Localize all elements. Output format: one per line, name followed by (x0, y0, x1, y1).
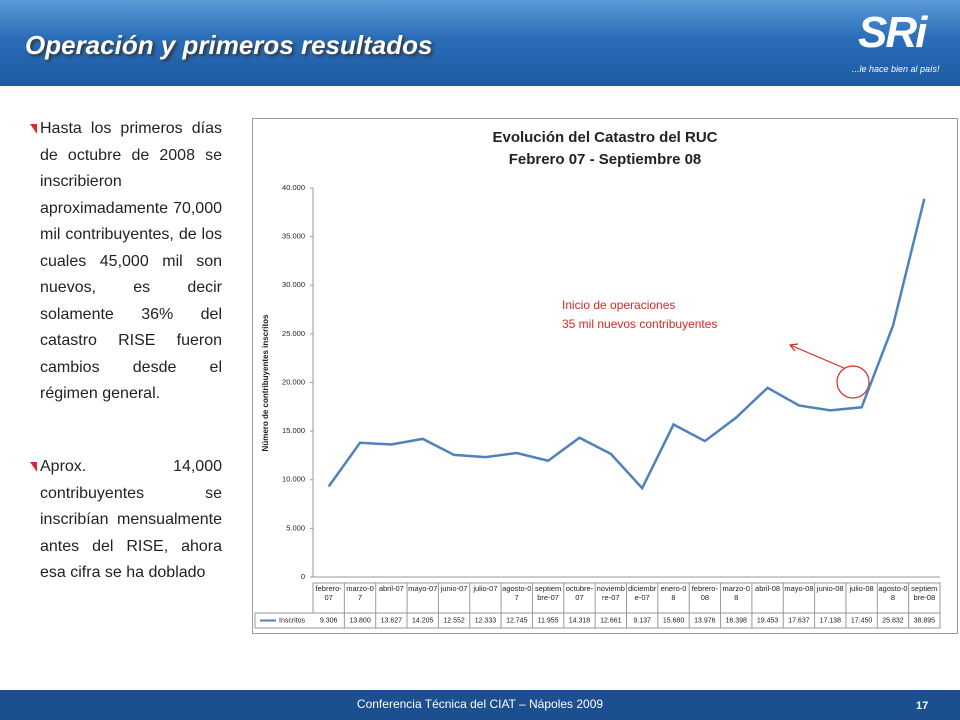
bullet-text: Aprox. 14,000 contribuyentes se inscribí… (40, 458, 222, 581)
category-cell: abril-08 (755, 584, 781, 593)
category-cell: mayo-08 (784, 584, 814, 593)
value-label: 14.318 (569, 617, 591, 624)
arrow-head (788, 343, 799, 352)
category-cell: enero-08 (660, 584, 687, 602)
chart-subtitle: Febrero 07 - Septiembre 08 (509, 151, 702, 168)
category-cell: abril-07 (378, 584, 404, 593)
value-label: 38.895 (914, 617, 936, 624)
x-tick-label: noviembre-07 (596, 584, 625, 602)
x-tick-label: marzo-07 (346, 584, 374, 602)
value-label: 9.137 (633, 617, 651, 624)
y-tick-label: 0 (301, 572, 305, 581)
chart: Evolución del Catastro del RUC Febrero 0… (252, 118, 958, 634)
value-label: 15.680 (663, 617, 685, 624)
logo: SRi (858, 8, 927, 57)
x-tick-label: julio-08 (849, 584, 874, 593)
category-cell: noviembre-07 (596, 584, 625, 602)
y-tick-label: 25.000 (282, 329, 305, 338)
value-label: 17.637 (788, 617, 810, 624)
value-label: 12.552 (443, 617, 465, 624)
category-cell: febrero-07 (315, 584, 342, 602)
x-tick-label: septiembre-08 (911, 584, 938, 602)
x-tick-label: diciembre-07 (628, 584, 657, 602)
x-tick-label: abril-08 (755, 584, 781, 593)
y-tick-label: 35.000 (282, 232, 305, 241)
value-label: 12.333 (475, 617, 497, 624)
y-tick-label: 10.000 (282, 475, 305, 484)
value-label: 13.976 (694, 617, 716, 624)
value-label: 13.627 (381, 617, 403, 624)
value-label: 11.955 (538, 617, 559, 624)
highlight-circle (836, 365, 870, 399)
x-tick-label: octubre-07 (565, 584, 594, 602)
value-label: 17.138 (820, 617, 842, 624)
footer-text: Conferencia Técnica del CIAT – Nápoles 2… (356, 697, 604, 711)
annotation-arrow (789, 344, 845, 369)
bullet-text: Hasta los primeros días de octubre de 20… (40, 120, 222, 402)
value-label: 25.832 (882, 617, 904, 624)
value-label: 19.453 (757, 617, 779, 624)
x-tick-label: enero-08 (660, 584, 687, 602)
chart-frame (252, 118, 958, 634)
legend-label: Inscritos (279, 617, 306, 624)
annotation: 35 mil nuevos contribuyentes (562, 317, 717, 331)
bullet-marker (30, 462, 37, 472)
x-tick-label: junio-08 (816, 584, 844, 593)
value-label: 12.745 (506, 617, 528, 624)
y-tick-label: 30.000 (282, 280, 305, 289)
x-tick-label: febrero-07 (315, 584, 342, 602)
value-label: 14.205 (412, 617, 434, 624)
value-label: 16.398 (726, 617, 748, 624)
x-tick-label: agosto-08 (878, 584, 908, 602)
category-cell: agosto-07 (502, 584, 532, 602)
x-tick-label: agosto-07 (502, 584, 532, 602)
tagline: ...le hace bien al país! (852, 64, 940, 74)
x-tick-label: septiembre-07 (534, 584, 562, 602)
category-cell: julio-08 (849, 584, 874, 593)
category-cell: febrero-08 (691, 584, 718, 602)
y-axis-label: Número de contribuyentes inscritos (261, 314, 270, 451)
x-tick-label: febrero-08 (691, 584, 718, 602)
y-tick-label: 20.000 (282, 377, 305, 386)
value-label: 12.661 (600, 617, 622, 624)
data-line (327, 198, 926, 491)
slide-title: Operación y primeros resultados (25, 30, 433, 60)
chart-title: Evolución del Catastro del RUC (492, 129, 717, 146)
y-tick-label: 40.000 (282, 183, 305, 192)
category-cell: septiembre-07 (534, 584, 562, 602)
category-cell: agosto-08 (878, 584, 908, 602)
x-tick-label: abril-07 (378, 584, 404, 593)
bullet-marker (30, 124, 37, 134)
value-label: 9.306 (320, 617, 338, 624)
footer-bar (0, 690, 960, 720)
x-tick-label: marzo-08 (722, 584, 750, 602)
annotation: Inicio de operaciones (562, 298, 675, 312)
value-label: 13.800 (349, 617, 371, 624)
category-cell: junio-08 (816, 584, 844, 593)
page-number: 17 (916, 700, 929, 712)
category-cell: junio-07 (440, 584, 468, 593)
x-tick-label: julio-07 (473, 584, 498, 593)
y-tick-label: 15.000 (282, 426, 305, 435)
category-cell: octubre-07 (565, 584, 594, 602)
category-cell: septiembre-08 (911, 584, 938, 602)
category-cell: marzo-07 (346, 584, 374, 602)
category-cell: marzo-08 (722, 584, 750, 602)
category-cell: mayo-07 (408, 584, 438, 593)
category-cell: julio-07 (473, 584, 498, 593)
x-tick-label: mayo-08 (784, 584, 814, 593)
x-tick-label: mayo-07 (408, 584, 438, 593)
header-bar (0, 0, 960, 86)
category-cell: diciembre-07 (628, 584, 657, 602)
value-label: 17.450 (851, 617, 873, 624)
x-tick-label: junio-07 (440, 584, 468, 593)
y-tick-label: 5.000 (286, 523, 305, 532)
